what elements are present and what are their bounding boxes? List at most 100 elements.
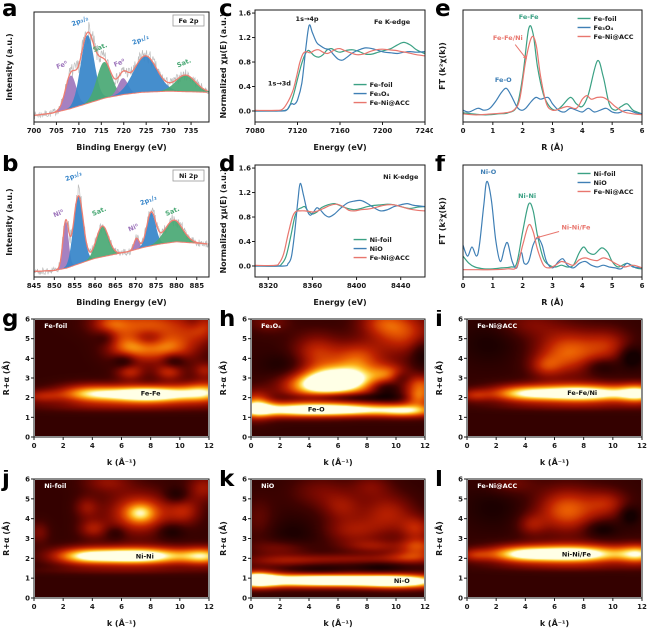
x-tick-label: 870	[128, 282, 143, 290]
panel-letter-k: k	[219, 470, 235, 492]
y-tick-label: 2	[25, 555, 30, 563]
x-tick-label: 0	[32, 442, 37, 450]
sample-label: Fe-Ni@ACC	[477, 482, 517, 490]
x-tick-label: 8	[148, 442, 153, 450]
x-tick-label: 855	[67, 282, 82, 290]
y-tick-label: 1	[242, 414, 247, 422]
panel-letter-d: d	[219, 155, 236, 177]
x-tick-label: 4	[523, 603, 528, 611]
panel-letter-j: j	[2, 470, 10, 492]
x-tick-label: 8440	[391, 282, 411, 290]
x-tick-label: 2	[494, 603, 499, 611]
panel-k: k 0 2 4 6 8 10 12 0 1 2 3 4 5 6 k (Å⁻¹) R+α (Å) NiO Ni-O	[217, 470, 433, 631]
y-axis-label: R+α (Å)	[218, 521, 228, 556]
x-tick-label: 10	[608, 442, 618, 450]
x-tick-label: 6	[336, 442, 341, 450]
legend-label: Ni-foil	[594, 170, 616, 178]
x-tick-label: 12	[637, 603, 647, 611]
y-tick-label: 5	[242, 335, 247, 343]
x-tick-label: 0	[465, 442, 470, 450]
annotation: Ni-Ni	[518, 192, 536, 200]
x-tick-label: 3	[550, 282, 555, 290]
x-tick-label: 10	[391, 603, 401, 611]
x-tick-label: 10	[391, 442, 401, 450]
x-axis-label: k (Å⁻¹)	[323, 457, 352, 467]
x-axis-label: Binding Energy (eV)	[76, 298, 166, 307]
panel-b: b 845 850 855 860 865 870 875 880 885 Binding Ener…	[0, 155, 217, 310]
sample-label: Fe-foil	[44, 322, 67, 330]
y-tick-label: 5	[242, 495, 247, 503]
y-axis-label: R+α (Å)	[434, 521, 444, 556]
x-axis-label: Binding Energy (eV)	[76, 143, 166, 152]
fitted-peak	[61, 195, 96, 269]
x-tick-label: 700	[27, 127, 42, 135]
sample-label: Fe₃O₄	[261, 322, 281, 330]
series-Fe-Ni@ACC	[462, 35, 643, 116]
x-tick-label: 710	[72, 127, 87, 135]
x-tick-label: 4	[580, 127, 585, 135]
x-tick-label: 0	[249, 603, 254, 611]
y-tick-label: 1	[242, 575, 247, 583]
bond-label: Fe-Fe	[141, 390, 161, 398]
y-tick-label: 3	[242, 535, 247, 543]
x-axis-label: R (Å)	[541, 297, 563, 307]
y-tick-label: 1	[25, 414, 30, 422]
x-tick-label: 2	[278, 442, 283, 450]
y-tick-label: 1.2	[239, 189, 252, 197]
y-axis-label: FT (k²χ(k))	[438, 42, 447, 90]
y-tick-label: 0.4	[239, 83, 252, 91]
wavelet-heatmap	[252, 320, 424, 436]
y-tick-label: 1	[458, 575, 463, 583]
x-tick-label: 7160	[330, 127, 350, 135]
y-axis-label: Intensity (a.u.)	[5, 188, 14, 255]
x-tick-label: 715	[94, 127, 109, 135]
x-tick-label: 2	[61, 442, 66, 450]
bond-label: Fe-O	[308, 405, 325, 413]
annotation: Ni-O	[480, 168, 496, 176]
x-tick-label: 2	[520, 282, 525, 290]
panel-tag: Fe 2p	[178, 17, 198, 25]
panel-tag: Ni 2p	[179, 172, 198, 180]
y-tick-label: 1.6	[239, 165, 252, 173]
x-tick-label: 0	[32, 603, 37, 611]
peak-label: Ni⁰	[52, 208, 65, 219]
panel-e: e 0 1 2 3 4 5 6 R (Å) FT (k²χ(k)) Fe-foil Fe₃O₄ Fe-N…	[433, 0, 650, 155]
panel-j: j 0 2 4 6 8 10 12 0 1 2 3 4 5 6 k (Å⁻¹) R+α (Å) Ni-foil Ni…	[0, 470, 217, 631]
x-tick-label: 735	[184, 127, 199, 135]
y-tick-label: 0	[242, 434, 247, 442]
x-tick-label: 7080	[245, 127, 265, 135]
fitted-peak	[104, 55, 187, 99]
y-tick-label: 4	[242, 515, 247, 523]
arrowhead-icon	[536, 235, 541, 239]
x-tick-label: 5	[610, 282, 615, 290]
x-tick-label: 4	[523, 442, 528, 450]
wavelet-heatmap	[252, 480, 424, 597]
series-Fe₃O₄	[462, 87, 643, 115]
legend-label: Fe-Ni@ACC	[594, 188, 634, 196]
x-tick-label: 8320	[259, 282, 279, 290]
background-line	[33, 90, 208, 116]
x-tick-label: 8	[365, 603, 370, 611]
series-Ni-foil	[462, 202, 643, 270]
x-tick-label: 0	[465, 603, 470, 611]
x-tick-label: 8	[581, 603, 586, 611]
y-tick-label: 4	[242, 355, 247, 363]
series-Fe-Ni@ACC	[463, 223, 643, 271]
sample-label: NiO	[261, 482, 275, 490]
x-tick-label: 730	[161, 127, 176, 135]
x-axis-label: R (Å)	[541, 142, 563, 152]
panel-tag-box	[172, 169, 205, 182]
panel-h: h 0 2 4 6 8 10 12 0 1 2 3 4 5 6 k (Å⁻¹) R+α (Å) Fe₃O₄ Fe-O	[217, 310, 433, 470]
x-axis-label: Energy (eV)	[313, 143, 366, 152]
fitted-peak	[142, 220, 205, 248]
legend-label: Fe-Ni@ACC	[370, 254, 410, 262]
x-axis-label: k (Å⁻¹)	[107, 618, 136, 628]
panel-letter-i: i	[435, 310, 443, 332]
y-tick-label: 0	[25, 595, 30, 603]
y-tick-label: 6	[242, 316, 247, 324]
y-tick-label: 0	[25, 434, 30, 442]
y-axis-label: Normalized χμ(E) (a.u.)	[219, 168, 228, 273]
x-tick-label: 12	[204, 442, 214, 450]
y-tick-label: 5	[458, 335, 463, 343]
y-tick-label: 3	[458, 375, 463, 383]
